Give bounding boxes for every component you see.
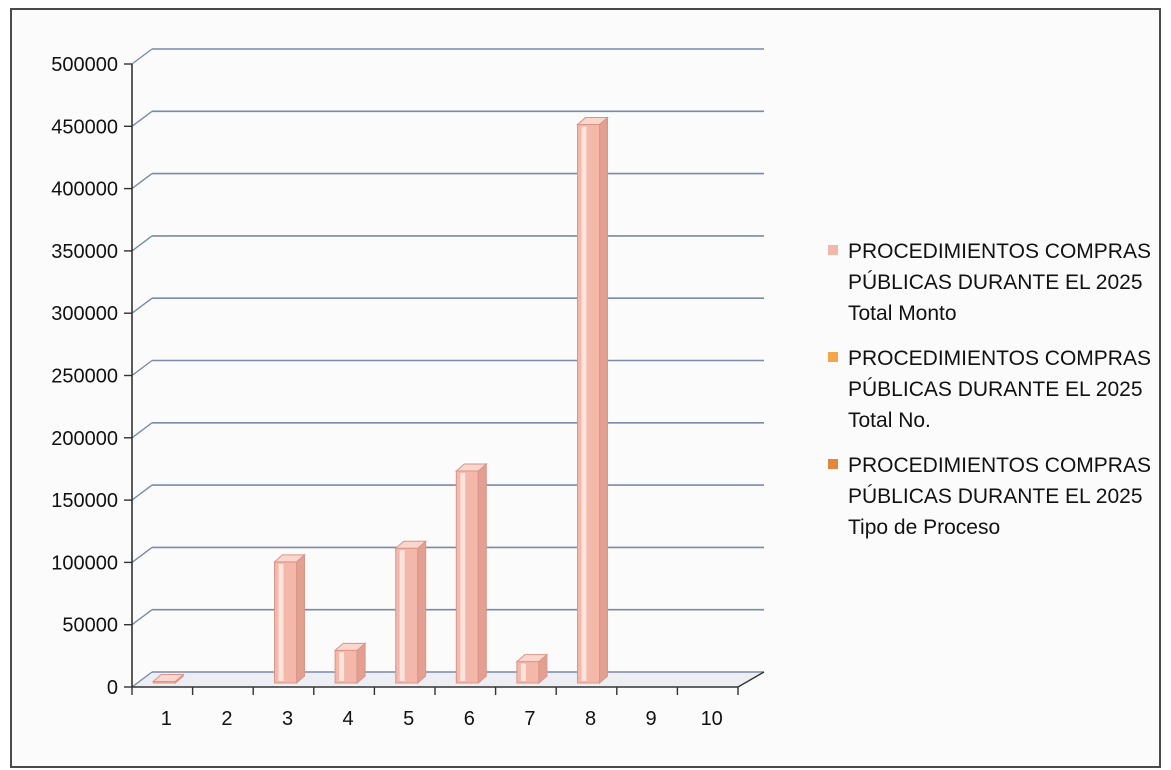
bar-top <box>273 554 306 563</box>
legend-swatch <box>828 352 838 362</box>
gridline-diagonal <box>131 235 153 252</box>
bar-top <box>151 674 185 683</box>
bar-front <box>516 661 540 684</box>
bar <box>151 673 185 685</box>
y-tick-label: 400000 <box>51 179 118 201</box>
bar-top <box>515 654 549 663</box>
y-tick-labels: 0 50000 100000 150000 200000 250000 300000 3500… <box>51 54 118 699</box>
legend-label: PROCEDIMIENTOS COMPRAS PÚBLICAS DURANTE … <box>848 454 1151 539</box>
y-tick-label: 0 <box>107 677 118 699</box>
x-tick-label: 9 <box>646 708 657 730</box>
bar-top <box>333 642 367 651</box>
axes <box>124 63 765 695</box>
x-tick-label: 4 <box>343 708 354 730</box>
bar-front <box>577 124 600 684</box>
gridline-diagonal <box>131 359 153 377</box>
bar <box>576 116 609 685</box>
x-tick-label: 3 <box>282 708 293 730</box>
x-tick-label: 6 <box>464 708 475 730</box>
y-tick-label: 200000 <box>51 428 118 450</box>
bar-highlight <box>399 550 405 681</box>
bar <box>515 653 549 685</box>
x-tick-label: 2 <box>221 708 232 730</box>
bar <box>454 462 488 685</box>
bar-side <box>296 553 305 685</box>
legend-label: PROCEDIMIENTOS COMPRAS PÚBLICAS DURANTE … <box>848 347 1151 432</box>
bar-front <box>274 561 297 684</box>
y-tick-label: 150000 <box>51 490 118 512</box>
legend-item-total-no: PROCEDIMIENTOS COMPRAS PÚBLICAS DURANTE … <box>828 343 1168 436</box>
bar-highlight <box>460 472 466 681</box>
x-tick-label: 8 <box>585 708 596 730</box>
gridline-diagonal <box>131 173 153 190</box>
x-tick-label: 1 <box>161 708 172 730</box>
x-tick-labels: 1 2 3 4 5 6 7 8 9 10 <box>161 708 723 730</box>
bar-highlight <box>581 126 587 681</box>
bar-top <box>576 117 609 126</box>
bars <box>151 116 609 685</box>
y-tick-label: 100000 <box>51 552 118 574</box>
gridline-diagonal <box>131 671 153 688</box>
bar-side <box>477 462 487 685</box>
gridline-diagonal <box>131 609 153 626</box>
legend-swatch <box>828 245 838 255</box>
bar-highlight <box>520 663 526 681</box>
bar-front <box>395 547 419 684</box>
x-tick-label: 5 <box>403 708 414 730</box>
gridlines <box>131 48 764 688</box>
bar <box>273 553 306 685</box>
bar-highlight <box>278 563 284 681</box>
gridline-diagonal <box>131 422 153 439</box>
y-tick-label: 350000 <box>51 241 118 263</box>
bar-front <box>334 649 358 684</box>
x-tick-label: 7 <box>524 708 535 730</box>
x-axis-depth <box>737 671 765 688</box>
gridline-diagonal <box>131 484 153 501</box>
legend-swatch <box>828 459 838 469</box>
gridline-diagonal <box>131 110 153 127</box>
legend: PROCEDIMIENTOS COMPRAS PÚBLICAS DURANTE … <box>828 236 1168 557</box>
chart-floor <box>132 672 764 687</box>
bar-top <box>454 463 488 472</box>
gridline-diagonal <box>131 48 153 65</box>
legend-item-total-monto: PROCEDIMIENTOS COMPRAS PÚBLICAS DURANTE … <box>828 236 1168 329</box>
bar-side <box>599 116 608 685</box>
y-tick-label: 300000 <box>51 303 118 325</box>
bar-chart: 0500001000001500002000002500003000003500… <box>51 48 765 730</box>
bar-top <box>394 540 428 549</box>
bar-front <box>455 470 479 684</box>
bar <box>333 642 367 685</box>
x-tick-label: 10 <box>701 708 723 730</box>
legend-label: PROCEDIMIENTOS COMPRAS PÚBLICAS DURANTE … <box>848 240 1151 325</box>
bar <box>394 540 428 685</box>
y-tick-label: 450000 <box>51 116 118 138</box>
bar-side <box>417 540 427 685</box>
bar-highlight <box>339 652 345 681</box>
gridline-diagonal <box>131 546 153 563</box>
y-tick-label: 500000 <box>51 54 118 76</box>
y-tick-label: 50000 <box>62 615 118 637</box>
gridline-diagonal <box>131 297 153 314</box>
chart-frame: 0 50000 100000 150000 200000 250000 300000 3500… <box>10 8 1161 768</box>
y-tick-label: 250000 <box>51 366 118 388</box>
legend-item-tipo-de-proceso: PROCEDIMIENTOS COMPRAS PÚBLICAS DURANTE … <box>828 450 1168 543</box>
